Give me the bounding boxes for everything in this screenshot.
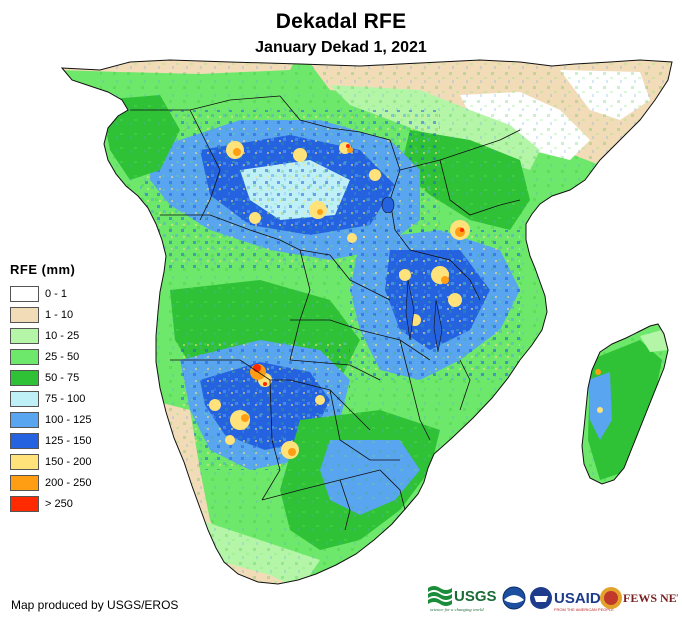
legend-label: 50 - 75 [45,371,80,384]
legend-item: 50 - 75 [10,367,140,388]
legend-label: 10 - 25 [45,329,80,342]
legend-item: > 250 [10,493,140,514]
usaid-logo: USAID FROM THE AMERICAN PEOPLE [530,587,614,612]
legend-item: 1 - 10 [10,304,140,325]
legend-swatch [10,327,39,344]
legend-item: 200 - 250 [10,472,140,493]
legend-swatch [10,474,39,491]
legend-item: 150 - 200 [10,451,140,472]
legend-item: 0 - 1 [10,283,140,304]
legend-label: 100 - 125 [45,413,92,426]
map-subtitle: January Dekad 1, 2021 [255,39,427,56]
legend-item: 75 - 100 [10,388,140,409]
legend-label: > 250 [45,497,73,510]
legend-label: 75 - 100 [45,392,86,405]
usgs-logo: USGS science for a changing world [428,586,497,612]
legend-label: 1 - 10 [45,308,74,321]
legend-swatch [10,285,39,302]
svg-text:FROM THE AMERICAN PEOPLE: FROM THE AMERICAN PEOPLE [554,607,614,612]
svg-text:USAID: USAID [554,590,601,607]
svg-text:FEWS NET: FEWS NET [623,591,678,605]
legend-swatch [10,306,39,323]
legend-swatch [10,390,39,407]
legend-rows: 0 - 1 1 - 10 10 - 25 25 - 50 50 - 75 75 - 100… [10,283,140,514]
map-credit: Map produced by USGS/EROS [11,598,179,612]
legend-swatch [10,495,39,512]
noaa-emblem-icon [502,586,526,610]
legend-swatch [10,432,39,449]
legend-label: 200 - 250 [45,476,92,489]
legend-item: 10 - 25 [10,325,140,346]
fews-net-logo: FEWS NET [600,587,678,609]
legend-swatch [10,369,39,386]
legend-label: 125 - 150 [45,434,92,447]
legend-item: 25 - 50 [10,346,140,367]
legend-label: 150 - 200 [45,455,92,468]
legend-title: RFE (mm) [10,262,76,277]
legend-item: 100 - 125 [10,409,140,430]
legend-label: 0 - 1 [45,287,68,300]
legend-swatch [10,453,39,470]
legend-swatch [10,348,39,365]
svg-text:science for a changing world: science for a changing world [430,607,484,612]
legend-item: 125 - 150 [10,430,140,451]
legend-label: 25 - 50 [45,350,80,363]
partner-logos: USGS science for a changing world USAID … [428,586,678,612]
legend: RFE (mm) 0 - 1 1 - 10 10 - 25 25 - 50 50 - 7… [10,262,140,514]
svg-text:USGS: USGS [454,588,497,605]
map-title: Dekadal RFE [275,10,407,33]
legend-swatch [10,411,39,428]
